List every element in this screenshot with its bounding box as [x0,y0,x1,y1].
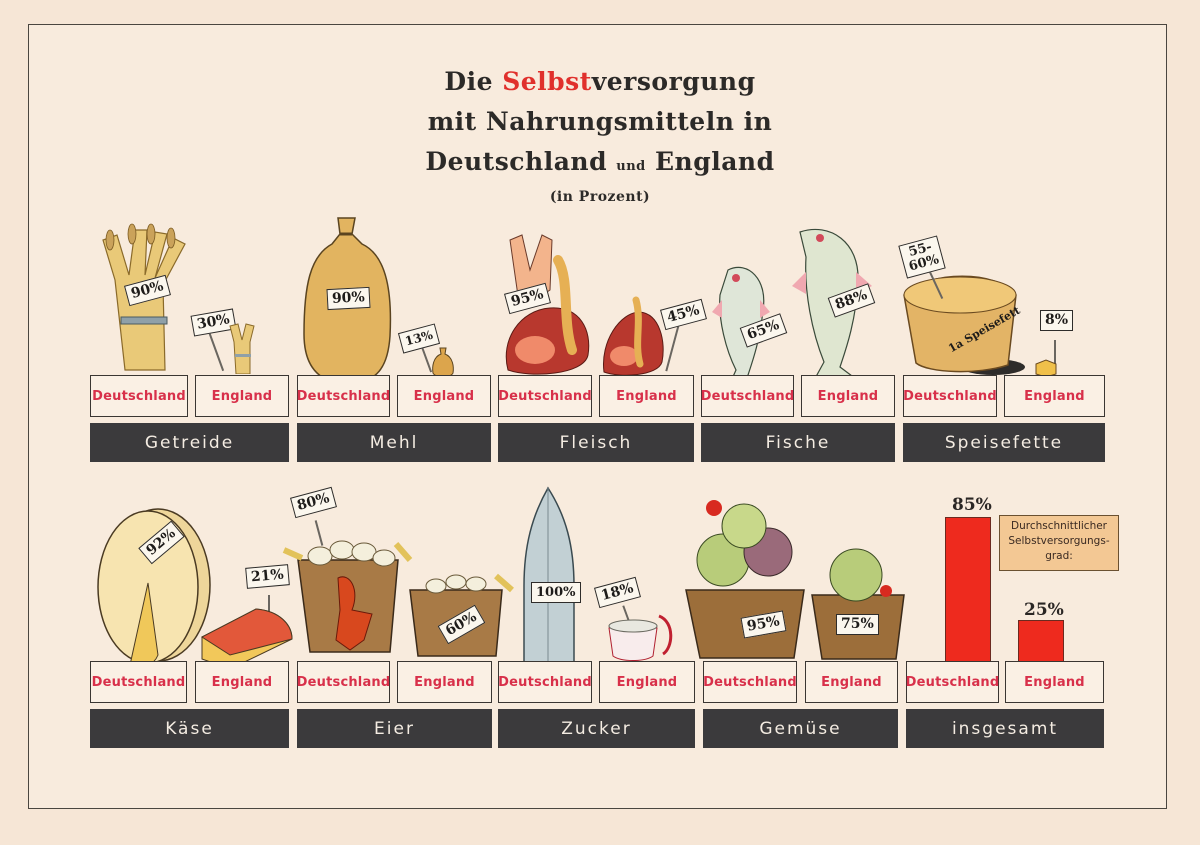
sign-pole [268,595,270,617]
title-text: Deutschland [425,147,608,176]
fat-tub-icon [903,275,1025,375]
country-label-england: England [599,661,695,703]
title-text: England [655,147,775,176]
country-label-deutschland: Deutschland [90,375,188,417]
value-tag-zucker-deutschland: 100% [531,582,581,603]
bar-england [1018,620,1064,663]
title-text: versorgung [591,67,756,96]
average-label-box: Durchschnittlicher Selbstversorgungs- gr… [999,515,1119,571]
category-bar: insgesamt [906,709,1104,748]
chart-subtitle: (in Prozent) [549,189,651,205]
bar-value-england: 25% [1024,600,1064,620]
cheese-wedge-icon [201,608,293,670]
small-wheat-sheaf-icon [229,323,255,374]
egg-basket-icon [282,540,413,653]
small-egg-basket-icon [409,573,514,657]
title-line-1: Die Selbstversorgung [360,62,840,102]
country-label-england: England [805,661,898,703]
country-label-deutschland: Deutschland [906,661,999,703]
country-label-deutschland: Deutschland [701,375,794,417]
country-label-deutschland: Deutschland [498,375,592,417]
title-highlight: Selbst [502,67,592,96]
category-bar: Käse [90,709,289,748]
category-bar: Eier [297,709,492,748]
country-label-deutschland: Deutschland [297,661,390,703]
country-label-england: England [195,375,289,417]
title-text: Die [444,67,503,96]
category-bar: Fleisch [498,423,694,462]
title-text: und [616,159,646,174]
category-bar: Fische [701,423,895,462]
category-bar: Mehl [297,423,491,462]
country-label-deutschland: Deutschland [297,375,390,417]
small-fat-cube-icon [1035,359,1057,378]
chart-title: Die Selbstversorgung mit Nahrungsmitteln… [360,62,840,207]
country-label-england: England [195,661,289,703]
cheese-wheel-icon [97,508,211,668]
small-vegetable-basket-icon [811,548,905,660]
sign-pole [1054,340,1056,364]
value-tag-speisefette-england: 8% [1040,310,1074,331]
category-bar: Getreide [90,423,289,462]
category-bar: Zucker [498,709,695,748]
bar-deutschland [945,517,991,663]
category-bar: Speisefette [903,423,1105,462]
country-label-england: England [397,661,492,703]
country-label-deutschland: Deutschland [498,661,592,703]
value-tag-gemuese-england: 75% [836,614,879,635]
bar-value-deutschland: 85% [952,495,992,515]
category-bar: Gemüse [703,709,898,748]
small-meat-icon [602,296,664,376]
country-label-deutschland: Deutschland [90,661,187,703]
sugar-loaf-icon [523,486,575,663]
value-tag-mehl-deutschland: 90% [326,286,371,311]
country-label-england: England [599,375,694,417]
country-label-england: England [1005,661,1104,703]
country-label-england: England [801,375,895,417]
country-label-deutschland: Deutschland [903,375,997,417]
title-line-3: Deutschland und England [360,142,840,187]
sugar-bowl-icon [608,614,673,661]
title-line-2: mit Nahrungsmitteln in [427,107,773,136]
country-label-england: England [1004,375,1105,417]
country-label-deutschland: Deutschland [703,661,797,703]
country-label-england: England [397,375,491,417]
